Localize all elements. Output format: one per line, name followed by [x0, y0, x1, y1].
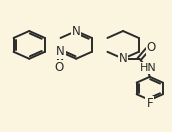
Text: N: N — [119, 52, 127, 65]
Text: O: O — [147, 41, 156, 54]
Text: O: O — [55, 61, 64, 74]
Text: F: F — [146, 97, 153, 110]
Text: N: N — [56, 45, 65, 58]
Text: N: N — [72, 25, 80, 37]
Text: HN: HN — [140, 63, 156, 73]
